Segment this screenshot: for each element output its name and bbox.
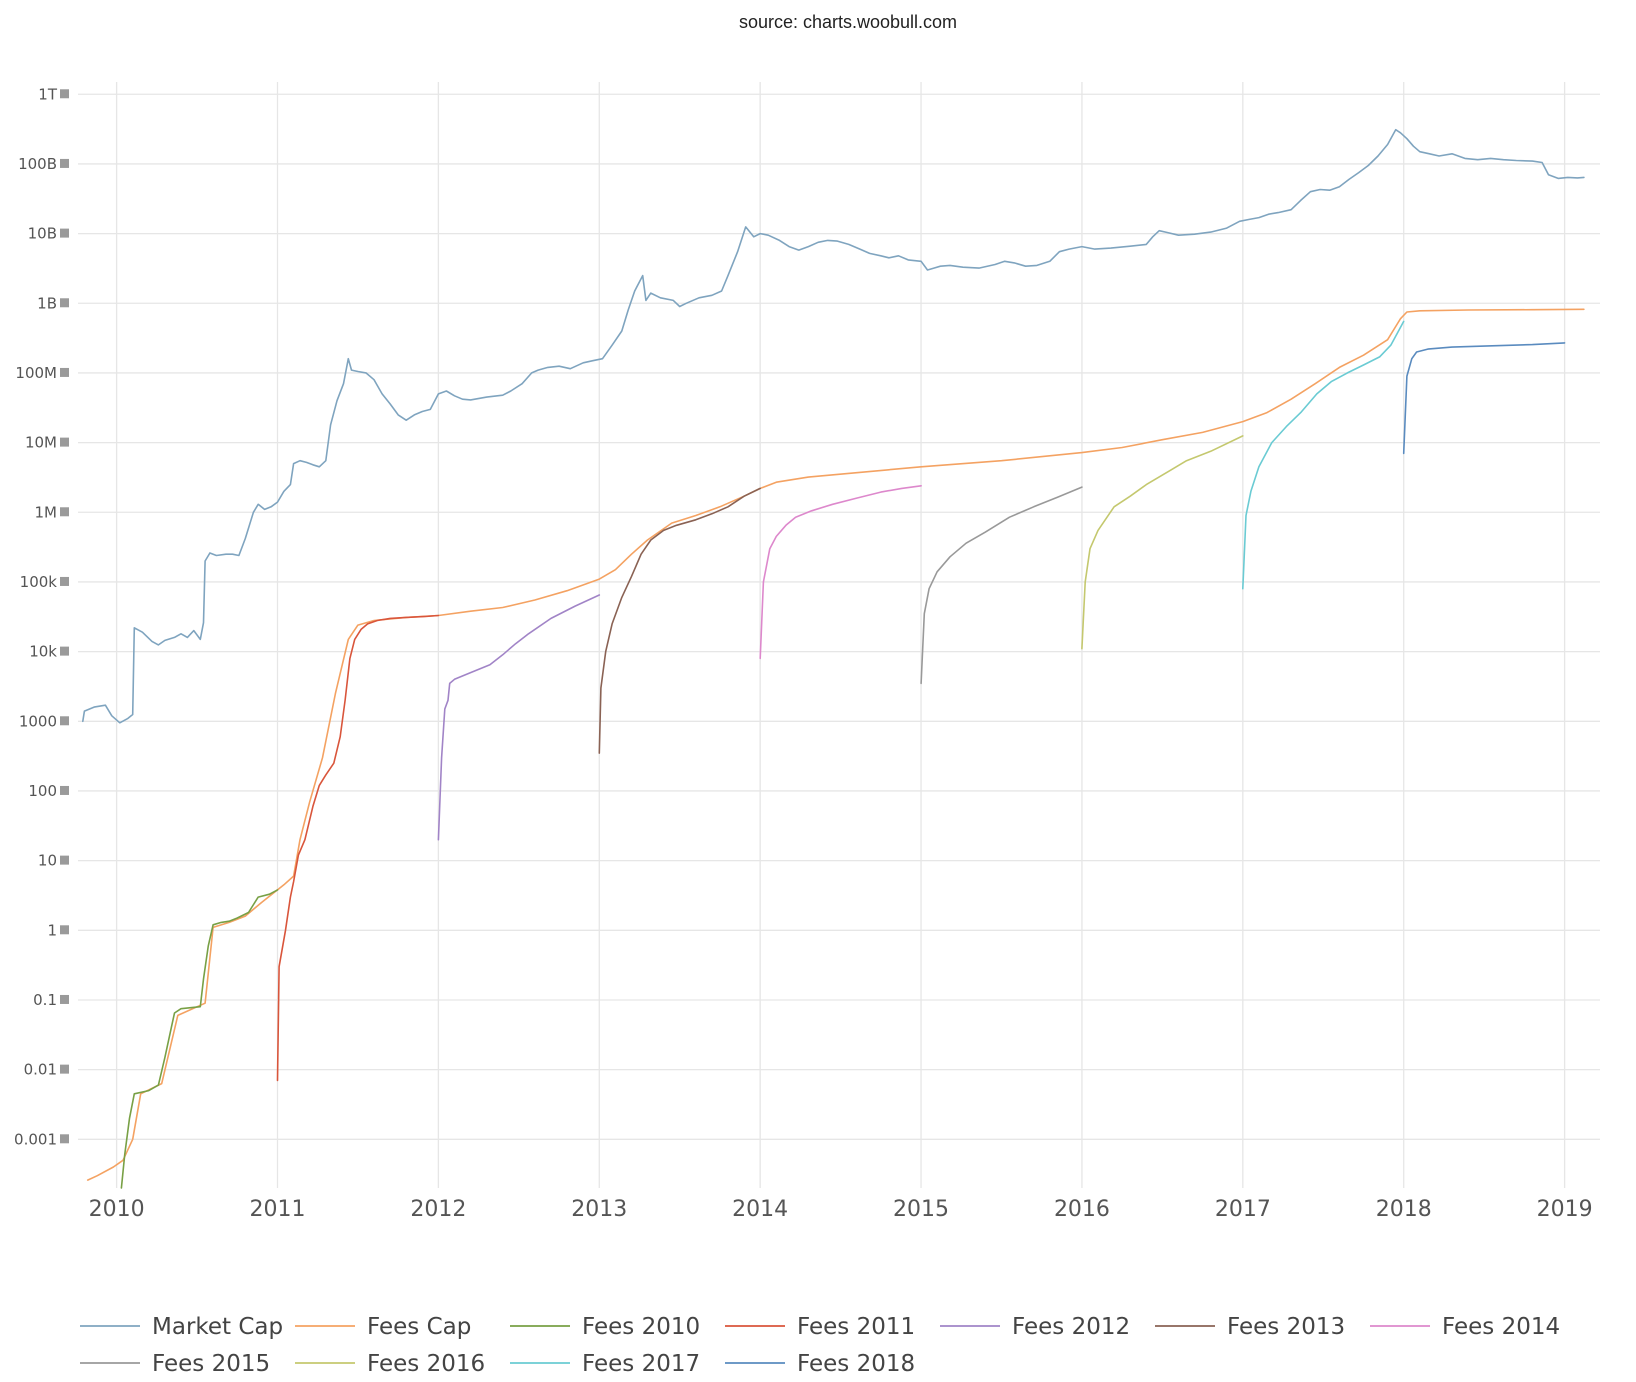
series-line-fees-2012 bbox=[437, 594, 601, 841]
y-tick-marker bbox=[60, 994, 69, 1004]
series-line-fees-2017 bbox=[1242, 320, 1405, 590]
y-tick-marker bbox=[60, 576, 69, 586]
legend-item-market-cap[interactable]: Market Cap bbox=[80, 1314, 283, 1340]
x-tick-label: 2014 bbox=[732, 1197, 788, 1222]
x-tick-label: 2018 bbox=[1376, 1197, 1432, 1222]
y-tick-marker bbox=[60, 437, 69, 447]
y-tick-label: 100k bbox=[20, 573, 58, 591]
legend: Market Cap Fees Cap Fees 2010 Fees 2011 Fees… bbox=[80, 1314, 1560, 1377]
x-axis: 2010 2011 2012 2013 2014 2015 2016 2017 2018 2019 bbox=[89, 1197, 1593, 1222]
legend-item-fees-2017[interactable]: Fees 2017 bbox=[510, 1351, 700, 1377]
series-line-fees-2015 bbox=[920, 486, 1083, 685]
legend-item-fees-2010[interactable]: Fees 2010 bbox=[510, 1314, 700, 1340]
legend-item-fees-2014[interactable]: Fees 2014 bbox=[1370, 1314, 1560, 1340]
y-tick-label: 1T bbox=[38, 85, 58, 103]
x-tick-label: 2013 bbox=[571, 1197, 627, 1222]
y-tick-label: 100 bbox=[28, 782, 57, 800]
y-tick-label: 10B bbox=[28, 225, 57, 243]
legend-label: Fees 2017 bbox=[582, 1351, 700, 1377]
y-tick-label: 100B bbox=[18, 155, 57, 173]
y-tick-label: 10k bbox=[29, 643, 57, 661]
x-tick-label: 2016 bbox=[1054, 1197, 1110, 1222]
legend-label: Fees 2010 bbox=[582, 1314, 700, 1340]
y-tick-marker bbox=[60, 1134, 69, 1144]
y-tick-marker bbox=[60, 89, 69, 99]
legend-label: Fees 2018 bbox=[797, 1351, 915, 1377]
legend-label: Fees Cap bbox=[367, 1314, 471, 1340]
y-tick-marker bbox=[60, 228, 69, 238]
legend-item-fees-2018[interactable]: Fees 2018 bbox=[725, 1351, 915, 1377]
y-tick-label: 1B bbox=[37, 294, 57, 312]
y-tick-marker bbox=[60, 367, 69, 377]
grid bbox=[78, 82, 1600, 1188]
y-tick-label: 0.1 bbox=[33, 991, 57, 1009]
y-tick-marker bbox=[60, 507, 69, 517]
series-line-fees-2016 bbox=[1081, 435, 1244, 650]
series-line-fees-cap bbox=[86, 308, 1585, 1181]
x-tick-label: 2012 bbox=[410, 1197, 466, 1222]
x-tick-label: 2017 bbox=[1215, 1197, 1271, 1222]
legend-label: Fees 2013 bbox=[1227, 1314, 1345, 1340]
series-line-fees-2018 bbox=[1402, 342, 1566, 455]
legend-item-fees-2012[interactable]: Fees 2012 bbox=[940, 1314, 1130, 1340]
y-tick-label: 1M bbox=[35, 503, 58, 521]
y-tick-label: 10 bbox=[38, 852, 57, 870]
y-tick-marker bbox=[60, 298, 69, 308]
source-label: source: charts.woobull.com bbox=[739, 12, 957, 32]
legend-item-fees-cap[interactable]: Fees Cap bbox=[295, 1314, 471, 1340]
y-tick-marker bbox=[60, 925, 69, 935]
y-tick-marker bbox=[60, 785, 69, 795]
x-tick-label: 2011 bbox=[250, 1197, 306, 1222]
y-tick-label: 1000 bbox=[19, 712, 57, 730]
series-line-fees-2013 bbox=[598, 487, 761, 754]
series-line-market-cap bbox=[82, 128, 1585, 724]
x-tick-label: 2010 bbox=[89, 1197, 145, 1222]
y-tick-marker bbox=[60, 1064, 69, 1074]
series-line-fees-2014 bbox=[759, 485, 922, 660]
legend-label: Fees 2011 bbox=[797, 1314, 915, 1340]
legend-item-fees-2011[interactable]: Fees 2011 bbox=[725, 1314, 915, 1340]
x-tick-label: 2019 bbox=[1537, 1197, 1593, 1222]
legend-item-fees-2015[interactable]: Fees 2015 bbox=[80, 1351, 270, 1377]
series-line-fees-2010 bbox=[120, 889, 279, 1189]
y-axis: 1T 100B 10B 1B 100M 10M 1M 100k 10k 1000 100 10 1 0.1… bbox=[14, 85, 69, 1148]
series-line-fees-2011 bbox=[276, 614, 440, 1082]
legend-label: Market Cap bbox=[152, 1314, 283, 1340]
legend-label: Fees 2015 bbox=[152, 1351, 270, 1377]
y-tick-label: 100M bbox=[15, 364, 57, 382]
y-tick-marker bbox=[60, 646, 69, 656]
y-tick-marker bbox=[60, 158, 69, 168]
y-tick-marker bbox=[60, 855, 69, 865]
y-tick-label: 0.01 bbox=[24, 1061, 57, 1079]
y-tick-label: 10M bbox=[25, 434, 57, 452]
plot-area bbox=[82, 128, 1585, 1189]
legend-label: Fees 2012 bbox=[1012, 1314, 1130, 1340]
y-tick-label: 0.001 bbox=[14, 1130, 57, 1148]
y-tick-label: 1 bbox=[47, 921, 57, 939]
legend-label: Fees 2014 bbox=[1442, 1314, 1560, 1340]
y-tick-marker bbox=[60, 716, 69, 726]
legend-item-fees-2013[interactable]: Fees 2013 bbox=[1155, 1314, 1345, 1340]
legend-label: Fees 2016 bbox=[367, 1351, 485, 1377]
x-tick-label: 2015 bbox=[893, 1197, 949, 1222]
legend-item-fees-2016[interactable]: Fees 2016 bbox=[295, 1351, 485, 1377]
